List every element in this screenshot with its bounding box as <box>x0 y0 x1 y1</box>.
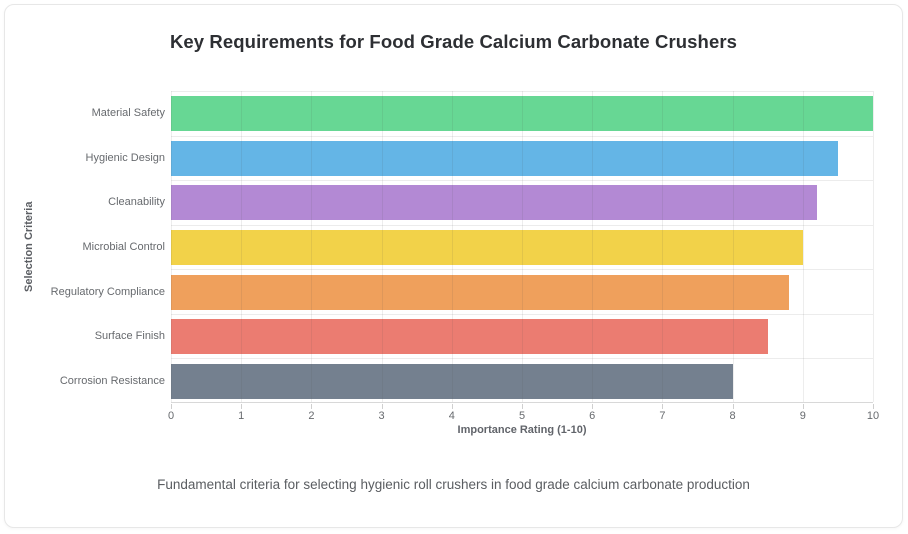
bar-corrosion-resistance <box>171 363 733 399</box>
y-axis-label: Surface Finish <box>94 330 165 343</box>
x-tick-mark <box>662 404 664 409</box>
x-tick-mark <box>802 404 804 409</box>
x-axis-title: Importance Rating (1-10) <box>457 424 587 436</box>
bar-surface-finish <box>171 319 768 355</box>
bar-row <box>171 358 873 403</box>
gridline <box>873 91 874 402</box>
bar-row <box>171 135 873 181</box>
x-tick-label: 3 <box>378 410 385 422</box>
y-axis-label: Regulatory Compliance <box>50 285 165 298</box>
x-tick-label: 4 <box>448 410 455 422</box>
y-axis-label: Microbial Control <box>82 240 165 253</box>
x-axis: 0 1 2 3 4 5 6 7 8 9 10 <box>167 403 879 433</box>
bar-hygienic-design <box>171 140 838 176</box>
x-tick-mark <box>171 404 172 409</box>
x-tick-mark <box>873 404 874 409</box>
chart-subtitle: Fundamental criteria for selecting hygie… <box>157 477 750 492</box>
bar-row <box>171 313 873 359</box>
bar-row <box>171 91 873 136</box>
bar-microbial-control <box>171 229 803 265</box>
x-tick-label: 7 <box>659 410 666 422</box>
y-axis-labels: Material Safety Hygienic Design Cleanabili… <box>13 91 165 403</box>
x-tick-label: 0 <box>167 410 175 422</box>
x-tick-mark <box>241 404 243 409</box>
plot-area <box>171 91 874 403</box>
y-axis-label: Corrosion Resistance <box>59 374 165 387</box>
x-tick-label: 2 <box>308 410 315 422</box>
x-tick-mark <box>311 404 313 409</box>
x-tick-mark <box>592 404 594 409</box>
x-tick-label: 9 <box>799 410 806 422</box>
y-axis-label: Cleanability <box>108 196 165 209</box>
x-tick-mark <box>732 404 734 409</box>
x-tick-label: 1 <box>238 410 245 422</box>
x-tick-mark <box>381 404 383 409</box>
x-tick-mark <box>522 404 523 409</box>
bar-regulatory-compliance <box>171 274 789 310</box>
y-axis-label: Material Safety <box>91 107 165 120</box>
x-tick-label: 10 <box>866 410 880 422</box>
x-tick-label: 8 <box>729 410 736 422</box>
bar-row <box>171 224 873 270</box>
x-tick-label: 6 <box>589 410 596 422</box>
x-tick-mark <box>451 404 453 409</box>
x-tick-label: 5 <box>518 410 526 422</box>
bar-cleanability <box>171 185 817 221</box>
bar-row <box>171 180 873 225</box>
bar-material-safety <box>171 96 873 132</box>
bar-row <box>171 269 873 314</box>
chart-card: Key Requirements for Food Grade Calcium … <box>4 4 903 528</box>
chart-title: Key Requirements for Food Grade Calcium … <box>169 31 738 52</box>
y-axis-label: Hygienic Design <box>85 151 165 164</box>
